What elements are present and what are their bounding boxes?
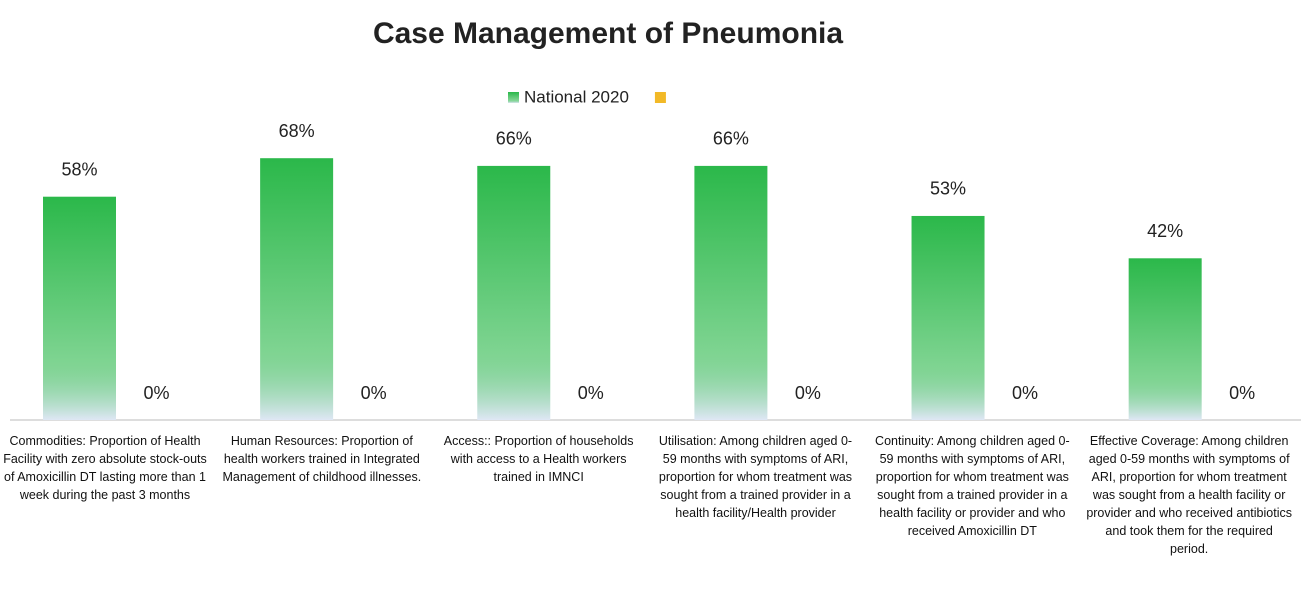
value-label: 0% — [578, 383, 604, 403]
value-label: 0% — [1012, 383, 1038, 403]
bar — [43, 196, 116, 420]
legend-label: National 2020 — [524, 87, 629, 106]
value-label: 0% — [143, 383, 169, 403]
bar — [260, 158, 334, 420]
value-label: 58% — [61, 159, 97, 179]
value-label: 53% — [930, 179, 966, 199]
value-label: 66% — [496, 129, 532, 149]
legend-swatch — [654, 92, 666, 103]
legend-swatch — [508, 92, 519, 103]
x-tick-label: Access:: Proportion of households with a… — [443, 434, 634, 484]
x-tick-label: Continuity: Among children aged 0-59 mon… — [875, 434, 1070, 538]
value-label: 42% — [1147, 221, 1183, 241]
value-label: 66% — [713, 129, 749, 149]
bar — [911, 215, 985, 420]
value-label: 68% — [279, 121, 315, 141]
bar — [477, 165, 551, 420]
x-tick-label: Commodities: Proportion of Health Facili… — [3, 434, 207, 502]
chart-title: Case Management of Pneumonia — [373, 17, 843, 50]
bar — [1128, 258, 1202, 420]
bar — [694, 165, 768, 420]
x-tick-label: Effective Coverage: Among children aged … — [1086, 434, 1292, 556]
x-tick-label: Utilisation: Among children aged 0-59 mo… — [658, 434, 853, 520]
value-label: 0% — [1229, 383, 1255, 403]
value-label: 0% — [795, 383, 821, 403]
value-label: 0% — [361, 383, 387, 403]
x-tick-label: Human Resources: Proportion of health wo… — [222, 434, 422, 484]
